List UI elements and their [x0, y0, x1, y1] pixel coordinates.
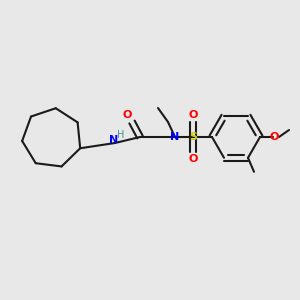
Text: H: H — [117, 130, 125, 140]
Text: O: O — [122, 110, 132, 120]
Text: O: O — [269, 132, 279, 142]
Text: O: O — [188, 110, 198, 120]
Text: N: N — [110, 135, 118, 145]
Text: O: O — [188, 154, 198, 164]
Text: S: S — [189, 132, 197, 142]
Text: N: N — [170, 132, 180, 142]
